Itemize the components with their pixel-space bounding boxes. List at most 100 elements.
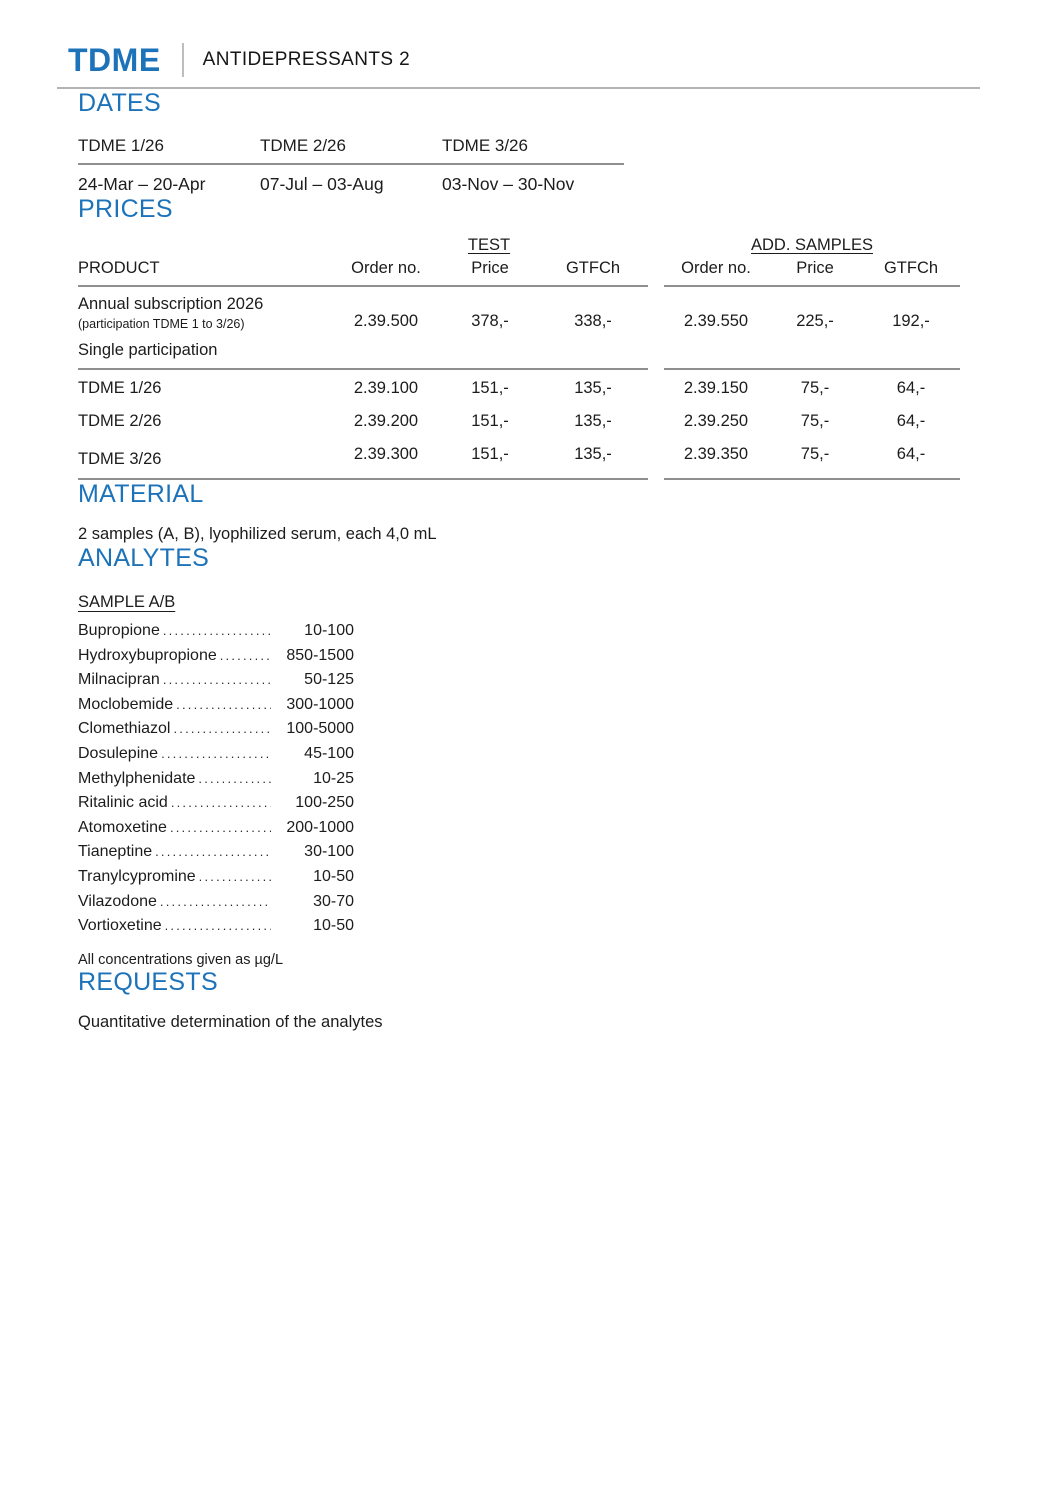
analyte-range: 30-100 bbox=[304, 843, 354, 861]
analyte-range: 300-1000 bbox=[286, 695, 354, 713]
dot-leader bbox=[160, 890, 271, 915]
price-cell: 75,- bbox=[800, 444, 830, 463]
price-cell: 151,- bbox=[471, 378, 509, 397]
analyte-row: Tranylcypromine 10-50 bbox=[78, 865, 354, 890]
gtfch-cell: 135,- bbox=[574, 411, 612, 430]
concentration-footnote: All concentrations given as µg/L bbox=[78, 951, 284, 968]
dates-col-label: TDME 3/26 bbox=[442, 135, 528, 155]
ruled-spacer bbox=[330, 360, 648, 370]
product-name: TDME 3/26 bbox=[78, 450, 330, 480]
dot-leader bbox=[198, 767, 271, 792]
material-text: 2 samples (A, B), lyophilized serum, eac… bbox=[78, 525, 437, 544]
col-header-gtfch: GTFCh bbox=[565, 258, 621, 277]
dates-table-values: 24-Mar – 20-Apr 07-Jul – 03-Aug 03-Nov –… bbox=[78, 165, 624, 195]
page-header: TDME ANTIDEPRESSANTS 2 bbox=[68, 40, 1038, 80]
gtfch-cell: 64,- bbox=[896, 411, 926, 430]
order-no-cell: 2.39.550 bbox=[683, 311, 749, 330]
analytes-heading: ANALYTES bbox=[78, 544, 210, 573]
prices-column-header-row: PRODUCT Order no. Price GTFCh Order no. … bbox=[78, 259, 1038, 287]
analyte-row: Moclobemide 300-1000 bbox=[78, 693, 354, 718]
gtfch-cell: 338,- bbox=[574, 311, 612, 330]
analyte-range: 100-5000 bbox=[286, 720, 354, 738]
order-no-cell: 2.39.300 bbox=[353, 444, 419, 463]
dot-leader bbox=[163, 668, 271, 693]
subsection-label: Single participation bbox=[78, 341, 330, 370]
col-header-price: Price bbox=[471, 258, 509, 277]
col-header-order-no: Order no. bbox=[351, 258, 421, 277]
analyte-row: Atomoxetine 200-1000 bbox=[78, 816, 354, 841]
table-row-tdme-1-26: TDME 1/26 2.39.100 151,- 135,- 2.39.150 … bbox=[78, 370, 1038, 403]
analyte-range: 200-1000 bbox=[286, 818, 354, 836]
dot-leader bbox=[161, 742, 271, 767]
analyte-name: Clomethiazol bbox=[78, 720, 171, 738]
col-header-order-no: Order no. bbox=[681, 258, 751, 277]
gtfch-cell: 135,- bbox=[574, 444, 612, 463]
order-no-cell: 2.39.200 bbox=[353, 411, 419, 430]
dot-leader bbox=[176, 693, 271, 718]
analyte-name: Tianeptine bbox=[78, 843, 153, 861]
dates-heading: DATES bbox=[78, 89, 161, 117]
analyte-row: Bupropione 10-100 bbox=[78, 619, 354, 644]
group-label-test: TEST bbox=[467, 235, 511, 254]
dot-leader bbox=[220, 644, 271, 669]
analyte-row: Tianeptine 30-100 bbox=[78, 840, 354, 865]
analyte-name: Ritalinic acid bbox=[78, 794, 168, 812]
analyte-range: 10-50 bbox=[313, 867, 354, 885]
analyte-name: Bupropione bbox=[78, 622, 160, 639]
product-name: Annual subscription 2026 bbox=[78, 294, 264, 313]
requests-heading: REQUESTS bbox=[78, 967, 218, 996]
date-range: 03-Nov – 30-Nov bbox=[442, 173, 575, 194]
header-divider bbox=[181, 43, 184, 77]
price-cell: 75,- bbox=[800, 411, 830, 430]
requests-text: Quantitative determination of the analyt… bbox=[78, 1013, 383, 1032]
analyte-range: 10-100 bbox=[304, 622, 354, 639]
analyte-row: Ritalinic acid 100-250 bbox=[78, 791, 354, 816]
price-cell: 378,- bbox=[471, 311, 509, 330]
analyte-row: Dosulepine 45-100 bbox=[78, 742, 354, 767]
prices-heading: PRICES bbox=[78, 194, 173, 223]
price-cell: 151,- bbox=[471, 411, 509, 430]
page-title: ANTIDEPRESSANTS 2 bbox=[202, 49, 411, 70]
analyte-range: 10-50 bbox=[313, 917, 354, 935]
dot-leader bbox=[170, 816, 271, 841]
order-no-cell: 2.39.150 bbox=[683, 378, 749, 397]
brand-logo: TDME bbox=[68, 41, 161, 78]
dates-col-label: TDME 2/26 bbox=[260, 135, 346, 155]
gtfch-cell: 64,- bbox=[896, 378, 926, 397]
analytes-list: Bupropione 10-100 Hydroxybupropione 850-15… bbox=[78, 619, 354, 939]
dot-leader bbox=[163, 619, 271, 644]
order-no-cell: 2.39.500 bbox=[353, 311, 419, 330]
gtfch-cell: 192,- bbox=[892, 311, 930, 330]
group-label-add-samples: ADD. SAMPLES bbox=[751, 235, 873, 254]
price-cell: 151,- bbox=[471, 444, 509, 463]
product-name: TDME 2/26 bbox=[78, 411, 162, 430]
analyte-row: Milnacipran 50-125 bbox=[78, 668, 354, 693]
analyte-row: Methylphenidate 10-25 bbox=[78, 767, 354, 792]
dot-leader bbox=[173, 717, 271, 742]
analyte-name: Hydroxybupropione bbox=[78, 646, 217, 664]
gtfch-cell: 64,- bbox=[896, 444, 926, 463]
dot-leader bbox=[155, 840, 271, 865]
date-range: 24-Mar – 20-Apr bbox=[78, 173, 206, 194]
analyte-row: Vortioxetine 10-50 bbox=[78, 914, 354, 939]
dates-col-label: TDME 1/26 bbox=[78, 135, 164, 155]
analyte-range: 10-25 bbox=[313, 769, 354, 787]
analyte-range: 30-70 bbox=[313, 892, 354, 910]
dot-leader bbox=[199, 865, 271, 890]
dates-table-header: TDME 1/26 TDME 2/26 TDME 3/26 bbox=[78, 136, 624, 165]
product-note: (participation TDME 1 to 3/26) bbox=[78, 316, 245, 331]
analyte-range: 100-250 bbox=[295, 794, 354, 812]
order-no-cell: 2.39.100 bbox=[353, 378, 419, 397]
analyte-name: Methylphenidate bbox=[78, 769, 196, 787]
document-page: TDME ANTIDEPRESSANTS 2 DATES TDME 1/26 T… bbox=[0, 40, 1038, 1512]
price-cell: 225,- bbox=[796, 311, 834, 330]
analyte-row: Clomethiazol 100-5000 bbox=[78, 717, 354, 742]
analyte-name: Dosulepine bbox=[78, 744, 159, 762]
order-no-cell: 2.39.350 bbox=[683, 444, 749, 463]
col-header-gtfch: GTFCh bbox=[883, 258, 939, 277]
analyte-row: Hydroxybupropione 850-1500 bbox=[78, 644, 354, 669]
gtfch-cell: 135,- bbox=[574, 378, 612, 397]
analyte-range: 50-125 bbox=[304, 671, 354, 689]
dot-leader bbox=[171, 791, 271, 816]
analyte-name: Vilazodone bbox=[78, 892, 157, 910]
